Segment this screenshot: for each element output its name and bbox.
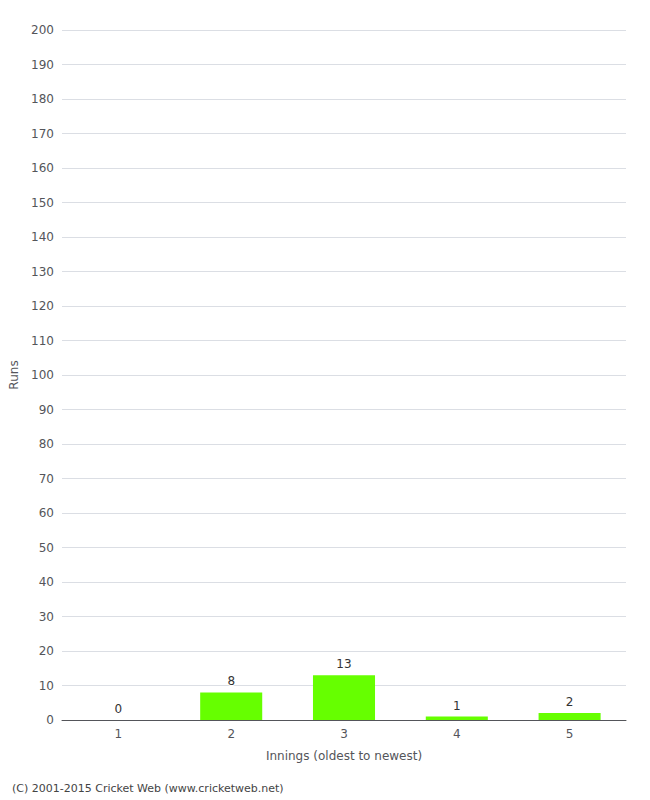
svg-text:130: 130	[31, 265, 54, 279]
svg-text:170: 170	[31, 127, 54, 141]
svg-text:4: 4	[453, 727, 461, 741]
svg-text:5: 5	[566, 727, 574, 741]
svg-text:Runs: Runs	[7, 360, 21, 389]
svg-text:2: 2	[566, 695, 574, 709]
svg-text:160: 160	[31, 161, 54, 175]
svg-text:20: 20	[39, 644, 54, 658]
svg-text:140: 140	[31, 230, 54, 244]
svg-text:1: 1	[453, 699, 461, 713]
svg-text:190: 190	[31, 58, 54, 72]
svg-text:110: 110	[31, 334, 54, 348]
svg-text:120: 120	[31, 299, 54, 313]
svg-text:2: 2	[227, 727, 235, 741]
svg-text:150: 150	[31, 196, 54, 210]
svg-text:3: 3	[340, 727, 348, 741]
svg-text:0: 0	[115, 702, 123, 716]
svg-text:90: 90	[39, 403, 54, 417]
svg-text:13: 13	[336, 657, 351, 671]
svg-text:0: 0	[46, 713, 54, 727]
svg-text:1: 1	[115, 727, 123, 741]
svg-text:50: 50	[39, 541, 54, 555]
svg-text:40: 40	[39, 575, 54, 589]
svg-text:10: 10	[39, 679, 54, 693]
svg-text:70: 70	[39, 472, 54, 486]
svg-text:60: 60	[39, 506, 54, 520]
svg-text:30: 30	[39, 610, 54, 624]
svg-text:8: 8	[227, 674, 235, 688]
svg-text:(C) 2001-2015 Cricket Web (www: (C) 2001-2015 Cricket Web (www.cricketwe…	[12, 782, 284, 795]
svg-text:Innings (oldest to newest): Innings (oldest to newest)	[266, 749, 422, 763]
svg-text:180: 180	[31, 92, 54, 106]
svg-text:80: 80	[39, 437, 54, 451]
svg-text:200: 200	[31, 23, 54, 37]
svg-text:100: 100	[31, 368, 54, 382]
